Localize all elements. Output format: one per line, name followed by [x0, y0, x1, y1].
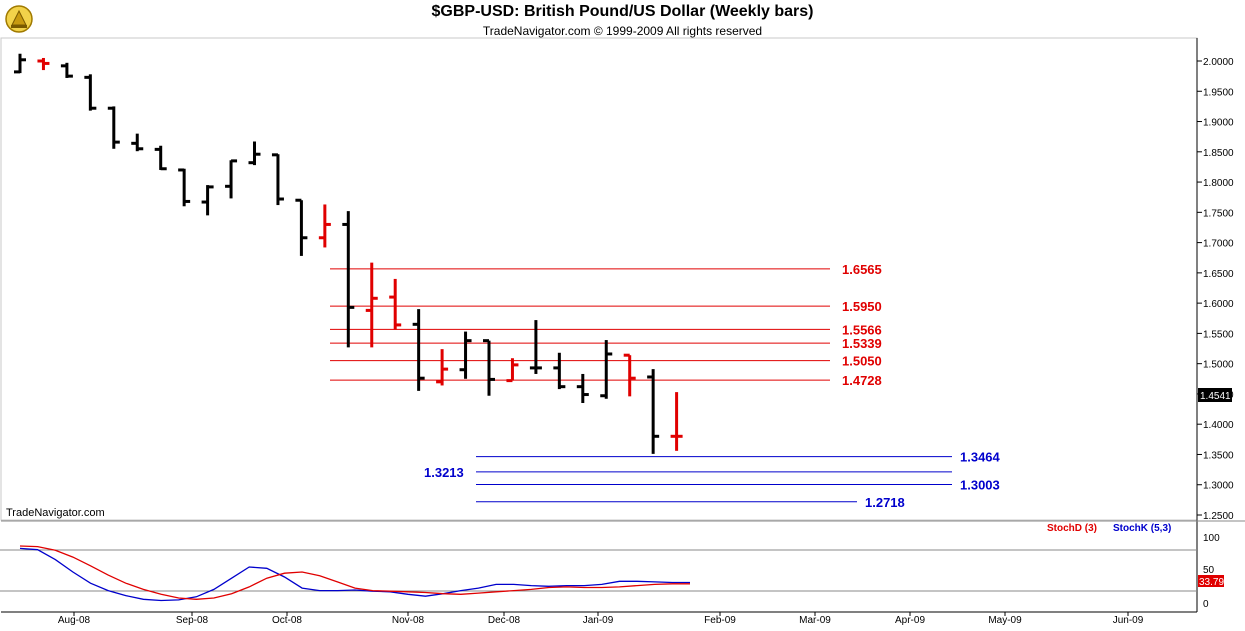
x-tick-label: Dec-08 [488, 615, 521, 626]
stoch-d-line [19, 545, 690, 600]
ohlc-bar [342, 211, 355, 348]
y-tick-label: 1.6000 [1203, 299, 1234, 310]
resistance-level-label: 1.6565 [842, 262, 882, 277]
y-tick-label: 1.3500 [1203, 450, 1234, 461]
ohlc-bar [14, 53, 26, 74]
x-tick-label: Aug-08 [58, 615, 91, 626]
ohlc-bar [389, 278, 402, 330]
x-tick-label: May-09 [988, 615, 1022, 626]
ohlc-bar [154, 145, 167, 171]
current-price-label: 1.4541 [1200, 391, 1231, 402]
stoch-tick-100: 100 [1203, 533, 1220, 544]
x-tick-label: Jan-09 [583, 615, 614, 626]
x-tick-label: Feb-09 [704, 615, 736, 626]
stoch-k-legend: StochK (5,3) [1113, 523, 1171, 534]
x-tick-label: Nov-08 [392, 615, 425, 626]
x-tick-label: Oct-08 [272, 615, 302, 626]
x-axis-ticks: Aug-08 Sep-08 Oct-08 Nov-08 Dec-08 Jan-09 Feb-… [58, 612, 1144, 626]
y-tick-label: 2.0000 [1203, 57, 1234, 68]
resistance-level-label: 1.4728 [842, 373, 882, 388]
resistance-level-label: 1.5566 [842, 322, 882, 337]
target-level-label: 1.3213 [424, 465, 464, 480]
x-tick-label: Apr-09 [895, 615, 925, 626]
y-tick-label: 1.7500 [1203, 208, 1234, 219]
resistance-level-label: 1.5950 [842, 299, 882, 314]
ohlc-bars [14, 53, 683, 454]
y-tick-label: 1.4000 [1203, 420, 1234, 431]
ohlc-bar [84, 74, 97, 111]
stoch-k-line [19, 547, 690, 602]
copyright-text: TradeNavigator.com © 1999-2009 All right… [482, 24, 763, 38]
ohlc-bar [201, 185, 214, 216]
ohlc-bar [459, 331, 472, 379]
ohlc-bar [248, 141, 261, 166]
ohlc-bar [365, 262, 378, 348]
y-tick-label: 1.5500 [1203, 329, 1234, 340]
price-panel-border [0, 37, 1198, 521]
ohlc-bar [271, 153, 284, 206]
ohlc-bar [178, 168, 191, 207]
target-level-label: 1.3464 [960, 450, 1001, 465]
x-tick-label: Jun-09 [1113, 615, 1144, 626]
stoch-tick-0: 0 [1203, 599, 1209, 610]
ohlc-bar [529, 320, 542, 374]
y-tick-label: 1.9500 [1203, 87, 1234, 98]
ohlc-bar [670, 392, 683, 451]
y-tick-label: 1.7000 [1203, 239, 1234, 250]
ohlc-bar [37, 57, 50, 71]
trade-navigator-logo [5, 5, 33, 33]
stoch-value-box [1198, 575, 1224, 587]
stoch-d-legend: StochD (3) [1047, 523, 1097, 534]
x-tick-label: Mar-09 [799, 615, 831, 626]
chart-title: $GBP-USD: British Pound/US Dollar (Weekl… [431, 3, 814, 20]
resistance-level-label: 1.5339 [842, 336, 882, 351]
x-tick-label: Sep-08 [176, 615, 209, 626]
y-tick-label: 1.6500 [1203, 269, 1234, 280]
target-level-label: 1.2718 [865, 495, 905, 510]
target-level-label: 1.3003 [960, 478, 1000, 493]
stoch-value-label: 33.79 [1199, 577, 1224, 588]
watermark-text: TradeNavigator.com [6, 507, 105, 519]
ohlc-bar [60, 62, 73, 78]
ohlc-bar [576, 373, 589, 404]
ohlc-bar [225, 159, 238, 199]
y-axis-ticks: 2.0000 1.9500 1.9000 1.8500 1.8000 1.7500 1.70… [1197, 57, 1234, 522]
y-tick-label: 1.8000 [1203, 178, 1234, 189]
ohlc-bar [318, 204, 331, 248]
resistance-level-label: 1.5050 [842, 354, 882, 369]
current-price-box [1198, 388, 1232, 402]
stochastic-lines [19, 545, 690, 602]
ohlc-bar [483, 339, 495, 396]
ohlc-bar [436, 349, 449, 386]
ohlc-bar [295, 198, 308, 256]
ohlc-bar [131, 133, 144, 152]
y-tick-label: 1.2500 [1203, 511, 1234, 522]
ohlc-bar [107, 106, 120, 149]
y-tick-label: 1.5000 [1203, 360, 1234, 371]
y-tick-label: 1.9000 [1203, 118, 1234, 129]
ohlc-bar [506, 358, 519, 383]
ohlc-bar [553, 352, 566, 390]
ohlc-bar [600, 340, 613, 399]
ohlc-bar [412, 309, 425, 391]
ohlc-bar [623, 353, 636, 397]
y-tick-label: 1.3000 [1203, 481, 1234, 492]
ohlc-bar [647, 369, 660, 454]
stoch-tick-50: 50 [1203, 565, 1215, 576]
y-tick-label: 1.8500 [1203, 148, 1234, 159]
